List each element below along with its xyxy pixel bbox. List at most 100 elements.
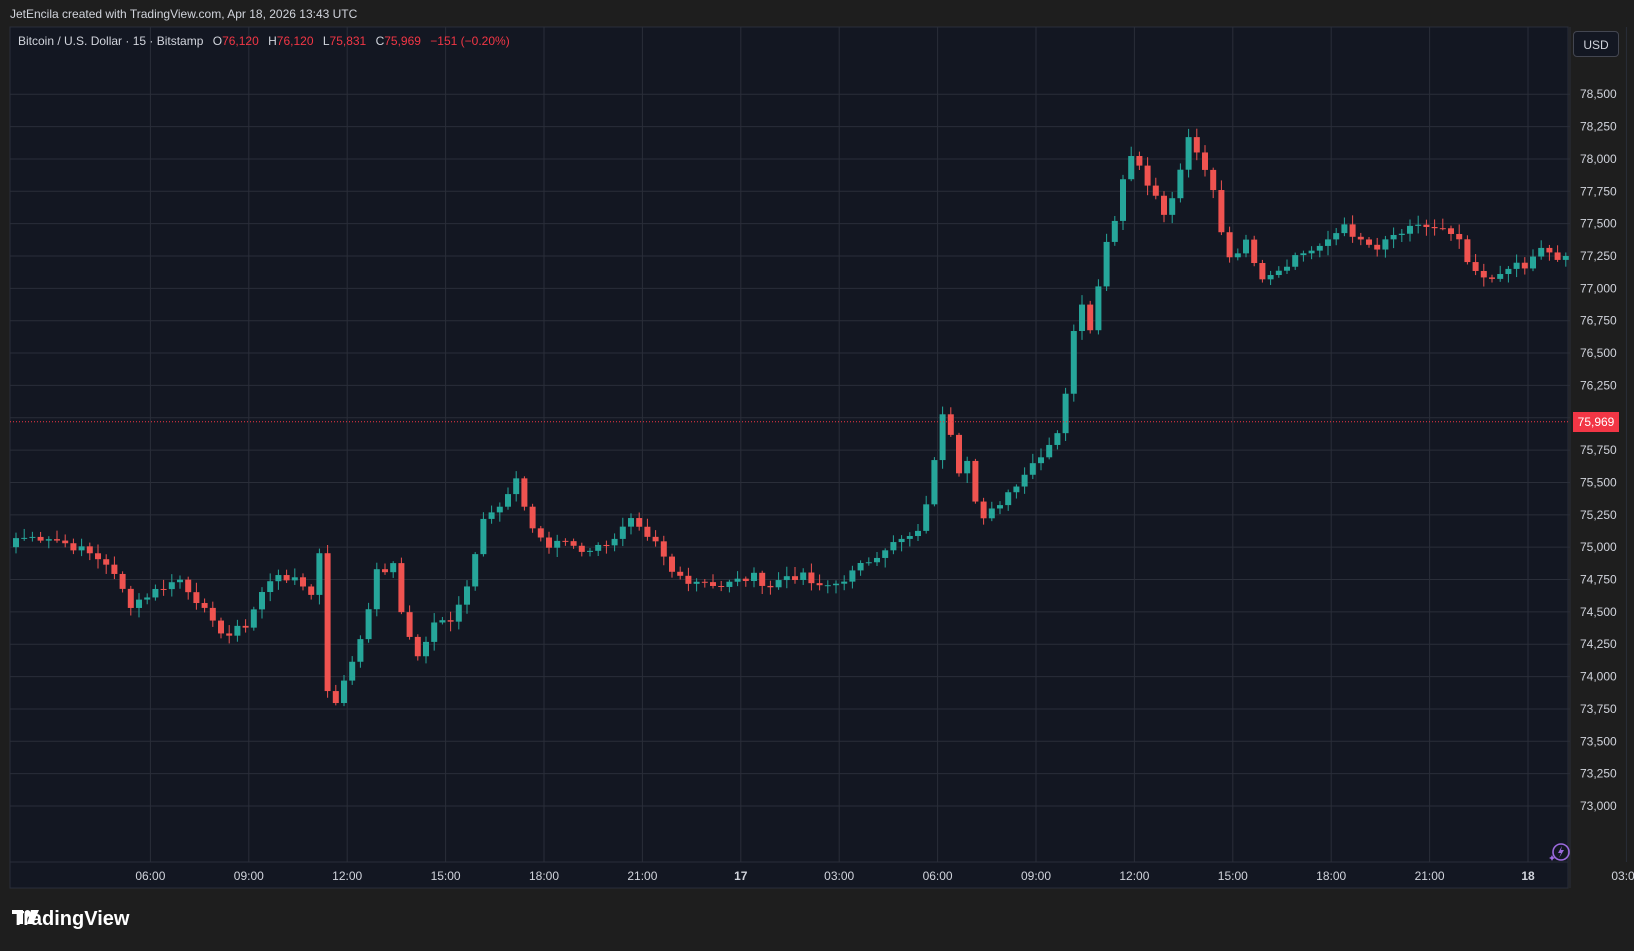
time-axis[interactable] bbox=[10, 862, 1568, 888]
candle-body[interactable] bbox=[947, 414, 954, 435]
candle-body[interactable] bbox=[587, 550, 593, 552]
candle-body[interactable] bbox=[250, 609, 257, 628]
candle-body[interactable] bbox=[29, 536, 36, 538]
candle-body[interactable] bbox=[915, 530, 921, 537]
candle-body[interactable] bbox=[1398, 233, 1405, 235]
candle-body[interactable] bbox=[185, 579, 192, 593]
candle-body[interactable] bbox=[1177, 169, 1184, 199]
candle-body[interactable] bbox=[767, 585, 774, 588]
candle-body[interactable] bbox=[1497, 274, 1504, 279]
candle-body[interactable] bbox=[636, 518, 643, 527]
candle-body[interactable] bbox=[1513, 262, 1520, 269]
candle-body[interactable] bbox=[1431, 226, 1438, 229]
candle-body[interactable] bbox=[431, 622, 438, 642]
candle-body[interactable] bbox=[874, 557, 880, 563]
candle-body[interactable] bbox=[1046, 444, 1053, 458]
candle-body[interactable] bbox=[1243, 239, 1249, 254]
candle-body[interactable] bbox=[562, 540, 569, 542]
candle-body[interactable] bbox=[1448, 228, 1454, 234]
candle-body[interactable] bbox=[923, 504, 930, 531]
candle-body[interactable] bbox=[209, 607, 216, 621]
candle-body[interactable] bbox=[726, 581, 733, 587]
candle-body[interactable] bbox=[1128, 156, 1135, 180]
candle-body[interactable] bbox=[1120, 179, 1126, 221]
candle-body[interactable] bbox=[168, 582, 175, 590]
candle-body[interactable] bbox=[1152, 185, 1159, 196]
candle-body[interactable] bbox=[341, 680, 347, 704]
candle-body[interactable] bbox=[373, 569, 380, 610]
candle-body[interactable] bbox=[119, 573, 126, 589]
candle-body[interactable] bbox=[152, 588, 159, 598]
candle-body[interactable] bbox=[513, 478, 520, 495]
candle-body[interactable] bbox=[1111, 220, 1118, 242]
candle-body[interactable] bbox=[193, 592, 200, 604]
candle-body[interactable] bbox=[964, 460, 971, 474]
currency-button[interactable]: USD bbox=[1573, 31, 1619, 57]
candle-body[interactable] bbox=[775, 580, 782, 588]
candle-body[interactable] bbox=[464, 586, 470, 605]
candle-body[interactable] bbox=[1472, 262, 1479, 271]
candle-body[interactable] bbox=[45, 539, 52, 541]
candle-body[interactable] bbox=[783, 576, 790, 581]
candle-body[interactable] bbox=[1341, 224, 1348, 234]
candle-body[interactable] bbox=[291, 577, 298, 581]
symbol-name[interactable]: Bitcoin / U.S. Dollar · 15 · Bitstamp bbox=[18, 34, 204, 48]
candle-body[interactable] bbox=[1038, 457, 1044, 464]
candle-body[interactable] bbox=[824, 585, 831, 587]
candle-body[interactable] bbox=[283, 575, 290, 581]
candle-body[interactable] bbox=[78, 546, 85, 551]
lightning-sparkle-icon[interactable] bbox=[1548, 840, 1572, 864]
candle-body[interactable] bbox=[1390, 234, 1397, 240]
candle-body[interactable] bbox=[1087, 304, 1094, 331]
candle-body[interactable] bbox=[972, 460, 979, 502]
candle-body[interactable] bbox=[357, 639, 364, 662]
candle-body[interactable] bbox=[1423, 224, 1430, 227]
candle-body[interactable] bbox=[997, 505, 1003, 509]
candle-body[interactable] bbox=[792, 576, 798, 581]
candle-body[interactable] bbox=[1193, 137, 1200, 153]
candle-body[interactable] bbox=[111, 564, 118, 574]
candle-body[interactable] bbox=[1439, 228, 1446, 230]
candle-body[interactable] bbox=[1144, 165, 1151, 186]
candle-body[interactable] bbox=[1562, 255, 1569, 260]
candle-body[interactable] bbox=[1308, 250, 1315, 254]
candle-body[interactable] bbox=[1161, 195, 1167, 215]
candle-body[interactable] bbox=[423, 641, 429, 657]
candle-body[interactable] bbox=[1382, 239, 1389, 250]
candle-body[interactable] bbox=[1374, 244, 1381, 250]
candle-body[interactable] bbox=[226, 633, 233, 636]
candle-body[interactable] bbox=[578, 545, 585, 552]
candle-body[interactable] bbox=[644, 526, 651, 537]
candle-body[interactable] bbox=[865, 562, 872, 564]
candle-body[interactable] bbox=[1546, 247, 1553, 253]
candle-body[interactable] bbox=[521, 478, 528, 507]
candle-body[interactable] bbox=[1185, 137, 1192, 170]
candle-body[interactable] bbox=[906, 536, 913, 539]
candle-body[interactable] bbox=[849, 570, 856, 582]
candle-body[interactable] bbox=[751, 572, 757, 581]
candle-body[interactable] bbox=[1095, 286, 1102, 331]
candle-body[interactable] bbox=[677, 571, 684, 576]
candle-body[interactable] bbox=[1267, 275, 1274, 280]
candle-body[interactable] bbox=[1407, 225, 1413, 234]
candle-body[interactable] bbox=[931, 460, 938, 505]
candle-body[interactable] bbox=[956, 434, 962, 474]
candle-body[interactable] bbox=[390, 563, 397, 573]
candle-body[interactable] bbox=[734, 578, 741, 582]
candle-body[interactable] bbox=[177, 579, 183, 583]
candle-body[interactable] bbox=[1554, 252, 1561, 260]
candle-body[interactable] bbox=[718, 585, 725, 587]
candle-body[interactable] bbox=[669, 556, 675, 572]
candle-body[interactable] bbox=[1136, 156, 1143, 166]
candle-body[interactable] bbox=[70, 543, 77, 551]
candle-body[interactable] bbox=[62, 540, 69, 544]
candle-body[interactable] bbox=[1226, 232, 1233, 258]
candle-body[interactable] bbox=[455, 604, 462, 622]
candle-body[interactable] bbox=[160, 588, 167, 590]
candle-body[interactable] bbox=[1300, 253, 1307, 256]
candle-body[interactable] bbox=[480, 518, 487, 555]
candle-body[interactable] bbox=[882, 550, 889, 558]
candle-body[interactable] bbox=[21, 537, 28, 539]
candle-body[interactable] bbox=[234, 625, 241, 636]
plot-area[interactable] bbox=[10, 27, 1568, 862]
